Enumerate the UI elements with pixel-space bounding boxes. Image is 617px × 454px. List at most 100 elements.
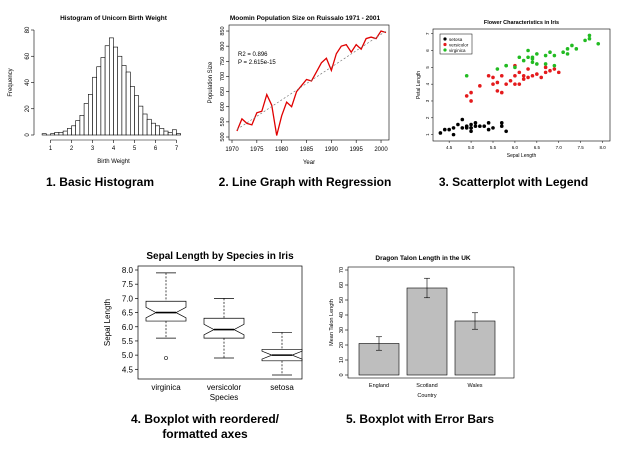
data-point-virginica	[464, 73, 469, 78]
data-point-virginica	[517, 55, 522, 60]
x-axis-label: Birth Weight	[97, 159, 130, 165]
histogram-panel: Histogram of Unicorn Birth Weight 1 2 3 4 5 6 7…	[0, 0, 200, 200]
data-point-versicolor	[517, 82, 522, 86]
data-point-setosa	[469, 122, 473, 127]
data-point-virginica	[596, 41, 601, 46]
data-point-setosa	[499, 124, 504, 129]
y-tick-label: 650	[220, 87, 226, 96]
plot-frame	[432, 28, 611, 142]
data-point-virginica	[521, 58, 526, 63]
histogram-bar	[92, 76, 97, 136]
x-tick-label: 2000	[374, 147, 388, 153]
chart-title: Histogram of Unicorn Birth Weight	[60, 15, 168, 22]
data-point-versicolor	[513, 73, 517, 78]
data-point-virginica	[530, 55, 535, 60]
y-tick-label: 8.0	[122, 266, 134, 275]
plot-frame	[347, 266, 515, 379]
data-point-versicolor	[478, 84, 482, 88]
data-point-setosa	[469, 129, 473, 134]
y-tick-label: 7.0	[122, 294, 134, 303]
legend-label-versicolor: versicolor	[449, 42, 469, 47]
data-point-virginica	[561, 50, 565, 54]
data-point-versicolor	[469, 90, 473, 95]
y-tick-label: 700	[220, 72, 226, 81]
data-point-versicolor	[552, 67, 557, 71]
y-tick-label: 750	[220, 57, 226, 66]
legend-marker-virginica	[443, 48, 447, 52]
data-point-setosa	[456, 122, 460, 127]
x-tick-label: 1985	[300, 147, 314, 153]
chart-title: Moomin Population Size on Ruissalo 1971 …	[230, 15, 381, 22]
histogram-bar	[159, 128, 165, 136]
data-point-setosa	[504, 129, 508, 134]
histogram-bar	[71, 125, 76, 136]
data-point-setosa	[478, 124, 482, 129]
data-point-versicolor	[535, 72, 539, 76]
x-tick-label: 4.5	[446, 145, 453, 150]
data-point-versicolor	[504, 82, 508, 86]
legend-marker-setosa	[443, 37, 447, 41]
histogram-bar	[100, 57, 106, 136]
data-point-setosa	[460, 126, 465, 130]
x-tick-label: virginica	[151, 383, 181, 392]
data-point-versicolor	[491, 82, 495, 86]
legend-label-setosa: setosa	[449, 37, 463, 42]
y-tick-label: 7.5	[122, 280, 134, 289]
data-point-versicolor	[499, 90, 504, 95]
x-tick-label: 1	[49, 146, 53, 152]
data-point-virginica	[587, 36, 592, 41]
histogram-bar	[109, 37, 114, 136]
y-tick-label: 4.5	[122, 365, 134, 374]
x-tick-label: 3	[91, 146, 95, 152]
chart-title: Flower Characteristics in Iris	[484, 20, 559, 26]
boxplot-panel: Sepal Length by Species in Iris virginica…	[100, 240, 310, 450]
bar	[406, 287, 448, 376]
x-tick-label: 5.0	[468, 145, 475, 150]
x-axis-label: Country	[417, 393, 437, 399]
y-tick-label: 6.0	[122, 323, 134, 332]
histogram-bar	[151, 122, 156, 136]
y-tick-label: 70	[339, 267, 345, 273]
y-tick-label: 40	[339, 312, 345, 318]
x-tick-label: 7.5	[578, 145, 585, 150]
x-tick-label: 7.0	[556, 145, 563, 150]
data-point-versicolor	[495, 89, 500, 93]
legend-marker-versicolor	[443, 42, 447, 47]
histogram-bar	[54, 132, 60, 136]
population-line	[236, 30, 387, 136]
y-tick-label: 20	[339, 342, 345, 348]
x-tick-label: 8.0	[599, 145, 606, 150]
y-tick-label: 600	[220, 102, 226, 111]
data-point-versicolor	[521, 73, 526, 78]
y-tick-label: 20	[25, 105, 31, 112]
boxplot-caption: 4. Boxplot with reordered/ formatted axe…	[130, 412, 280, 441]
x-tick-label: 1970	[225, 147, 239, 153]
x-tick-label: England	[369, 383, 389, 389]
data-point-setosa	[491, 126, 495, 130]
x-tick-label: 5	[133, 146, 137, 152]
plot-frame	[137, 265, 303, 380]
data-point-setosa	[447, 127, 451, 132]
y-tick-label: 6	[425, 49, 430, 52]
x-tick-label: 6	[154, 146, 158, 152]
annotation-p: P = 2.615e-15	[238, 60, 276, 66]
data-point-virginica	[574, 47, 579, 51]
data-point-setosa	[451, 132, 456, 137]
histogram-bar	[142, 113, 148, 136]
histogram-bar	[163, 130, 169, 136]
data-point-virginica	[535, 52, 539, 56]
histogram-bar	[50, 133, 55, 136]
y-axis-label: Mean Talon Length	[329, 299, 335, 346]
y-tick-label: 800	[220, 42, 226, 51]
data-point-setosa	[473, 124, 478, 129]
histogram-bar	[155, 125, 160, 136]
y-tick-label: 10	[339, 357, 345, 363]
y-tick-label: 3	[425, 99, 430, 102]
data-point-virginica	[583, 38, 587, 43]
data-point-virginica	[587, 33, 592, 38]
data-point-setosa	[499, 121, 504, 125]
y-tick-label: 1	[425, 133, 430, 136]
x-axis-label: Species	[210, 393, 238, 402]
x-tick-label: 6.5	[534, 145, 541, 150]
annotation-r2: R2 = 0.896	[238, 52, 268, 58]
